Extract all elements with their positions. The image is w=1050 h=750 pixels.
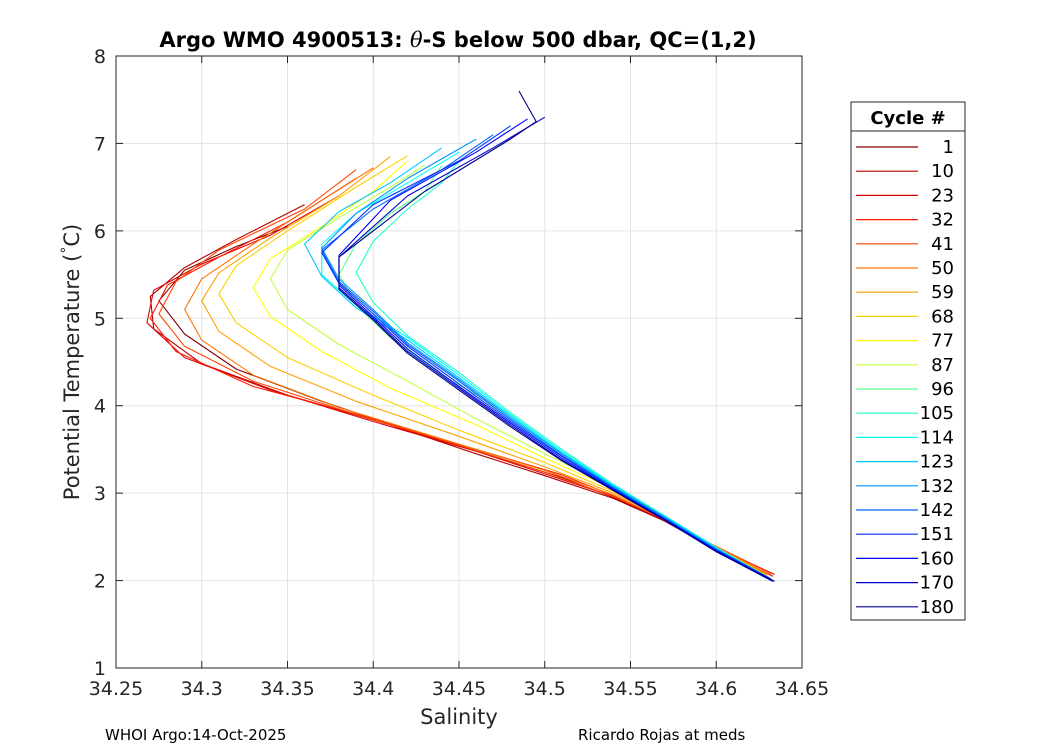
series-line-cycle-105	[355, 160, 767, 577]
x-tick-label: 34.6	[695, 678, 737, 700]
series-line-cycle-123	[304, 147, 768, 578]
axis-ticks	[115, 55, 803, 669]
chart-title: Argo WMO 4900513: θ-S below 500 dbar, QC…	[159, 28, 756, 52]
x-tick-label: 34.65	[775, 678, 829, 700]
axis-tick-labels: 34.25 34.3 34.35 34.4 34.45 34.5 34.55 34.6 34.6…	[89, 46, 829, 700]
x-axis-title: Salinity	[420, 705, 498, 729]
y-axis-title: Potential Temperature (°C)	[59, 224, 84, 500]
legend-label-96: 96	[931, 379, 954, 400]
legend-label-123: 123	[920, 452, 954, 473]
y-tick-label: 7	[94, 133, 106, 155]
series-line-cycle-142	[321, 134, 772, 580]
y-tick-label: 5	[94, 308, 106, 330]
legend: Cycle # 1 10 23 32 41 50 59 68 77 87 96 105 114 123 13…	[850, 101, 966, 621]
series-line-cycle-132	[321, 138, 770, 579]
legend-label-77: 77	[931, 331, 954, 352]
legend-label-180: 180	[920, 597, 954, 618]
legend-label-32: 32	[931, 210, 954, 231]
x-tick-label: 34.55	[603, 678, 657, 700]
legend-label-50: 50	[931, 258, 954, 279]
x-tick-label: 34.45	[432, 678, 486, 700]
legend-label-41: 41	[931, 234, 954, 255]
x-tick-label: 34.3	[181, 678, 223, 700]
x-tick-label: 34.4	[352, 678, 394, 700]
y-tick-label: 4	[94, 396, 106, 418]
y-tick-label: 1	[94, 658, 106, 680]
y-tick-label: 2	[94, 571, 106, 593]
legend-entries: 1 10 23 32 41 50 59 68 77 87 96 105 114 123 132 142 151 1…	[856, 137, 954, 618]
x-tick-label: 34.25	[89, 678, 143, 700]
plot-area: 34.25 34.3 34.35 34.4 34.45 34.5 34.55 34.6 34.6…	[89, 46, 829, 700]
y-tick-label: 8	[94, 46, 106, 68]
legend-label-87: 87	[931, 355, 954, 376]
series-line-cycle-180	[338, 90, 775, 582]
series-layer	[146, 90, 775, 582]
footer-credit-left: WHOI Argo:14-Oct-2025	[105, 726, 287, 744]
legend-label-68: 68	[931, 306, 954, 327]
legend-label-23: 23	[931, 185, 954, 206]
series-line-cycle-160	[338, 118, 774, 582]
legend-label-10: 10	[931, 161, 954, 182]
legend-label-151: 151	[920, 524, 954, 545]
legend-label-114: 114	[920, 427, 954, 448]
legend-label-1: 1	[943, 137, 954, 158]
legend-label-132: 132	[920, 476, 954, 497]
legend-label-170: 170	[920, 573, 954, 594]
x-tick-label: 34.5	[524, 678, 566, 700]
legend-label-160: 160	[920, 548, 954, 569]
footer-credit-right: Ricardo Rojas at meds	[578, 726, 746, 744]
legend-label-105: 105	[920, 403, 954, 424]
legend-title: Cycle #	[870, 108, 945, 129]
legend-label-59: 59	[931, 282, 954, 303]
y-tick-label: 3	[94, 483, 106, 505]
x-tick-label: 34.35	[260, 678, 314, 700]
legend-label-142: 142	[920, 500, 954, 521]
y-tick-label: 6	[94, 221, 106, 243]
